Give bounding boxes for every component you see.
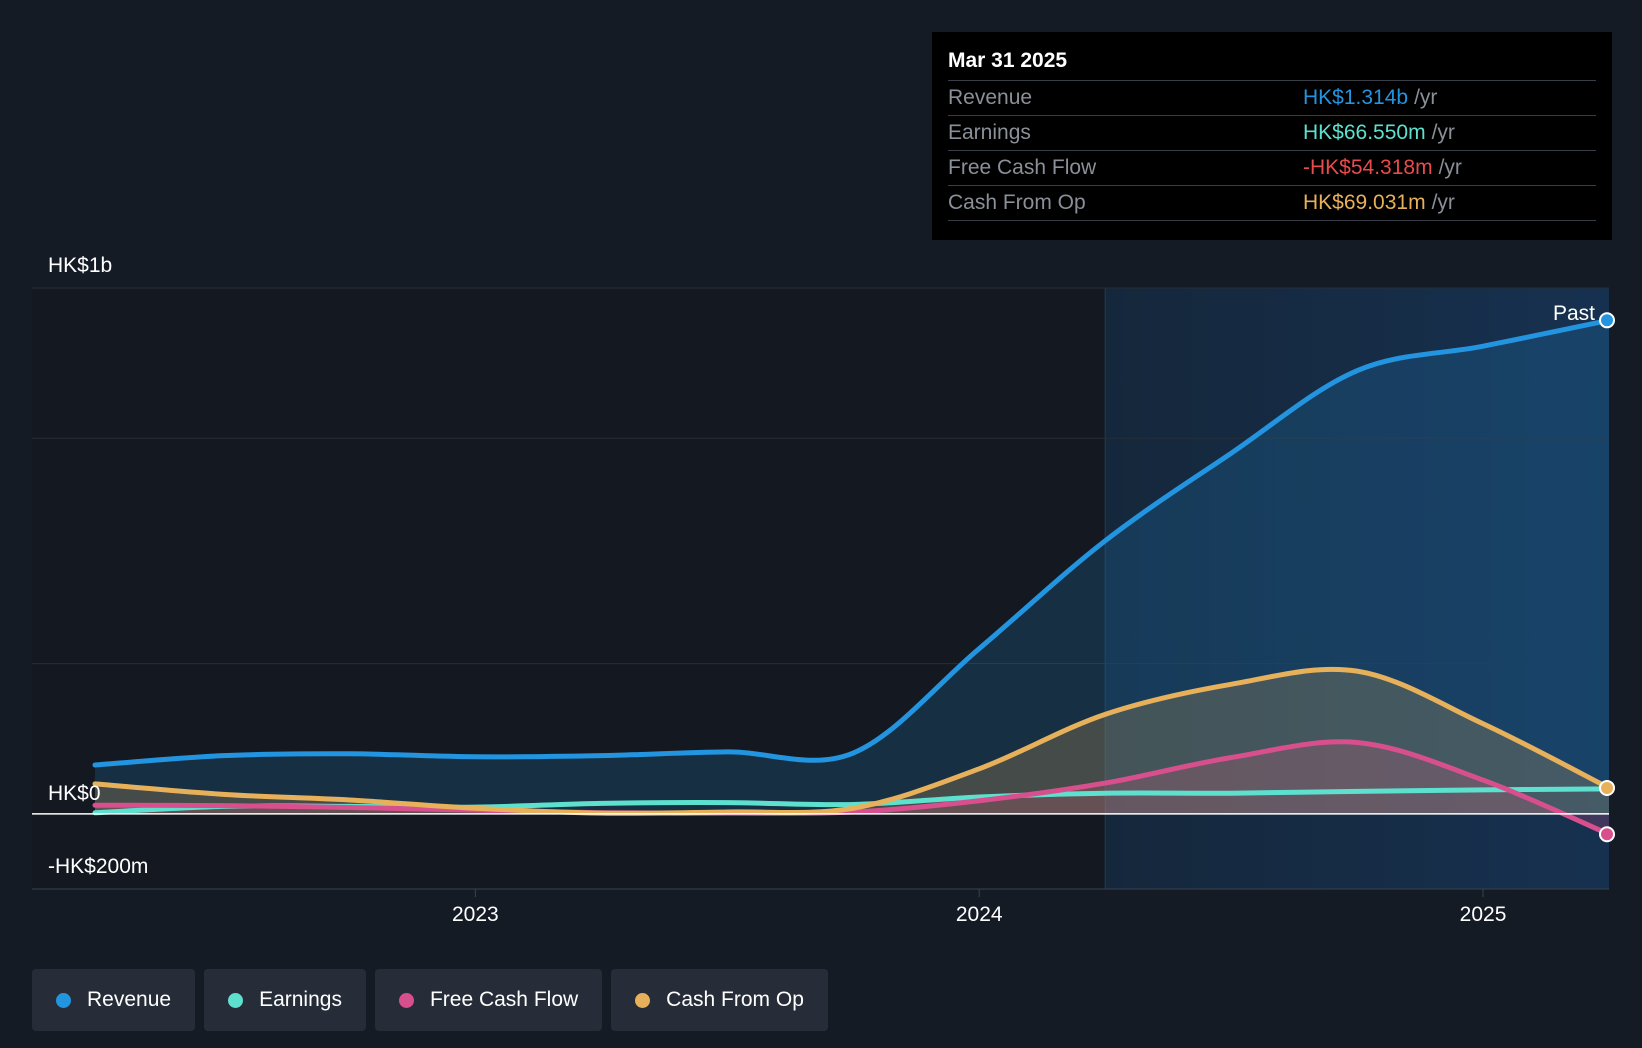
tooltip-row-free-cash-flow: Free Cash Flow -HK$54.318m /yr xyxy=(948,151,1596,186)
past-label: Past xyxy=(1553,302,1595,325)
revenue-area xyxy=(95,320,1609,814)
legend-label: Free Cash Flow xyxy=(429,988,579,1011)
gridlines xyxy=(32,287,1609,890)
tooltip-unit: /yr xyxy=(1438,156,1462,179)
legend-dot-icon xyxy=(398,992,414,1008)
x-axis: 2023 2024 2025 xyxy=(452,889,1506,926)
revenue-line xyxy=(92,317,1612,768)
free-cash-flow-line xyxy=(92,739,1612,837)
cash-from-op-line xyxy=(92,666,1612,816)
legend-item-earnings[interactable]: Earnings xyxy=(204,969,366,1031)
legend: Revenue Earnings Free Cash Flow Cash Fro… xyxy=(32,969,828,1031)
y-tick-label: HK$1b xyxy=(48,254,112,277)
tooltip-value: HK$1.314b xyxy=(1303,86,1409,109)
tooltip-row-cash-from-op: Cash From Op HK$69.031m /yr xyxy=(948,186,1596,221)
tooltip-unit: /yr xyxy=(1431,121,1455,144)
tooltip-label: Free Cash Flow xyxy=(948,156,1097,179)
cash-from-op-end-marker xyxy=(1599,779,1615,796)
tooltip-label: Revenue xyxy=(948,86,1033,109)
x-tick-label: 2024 xyxy=(956,903,1003,926)
y-tick-label: HK$0 xyxy=(48,782,101,805)
y-tick-label: -HK$200m xyxy=(48,855,148,878)
series-lines xyxy=(32,317,1612,837)
tooltip: Mar 31 2025 Revenue HK$1.314b /yr Earnin… xyxy=(932,32,1612,240)
tooltip-value: -HK$54.318m xyxy=(1303,156,1433,179)
tooltip-label: Cash From Op xyxy=(948,191,1086,214)
legend-dot-icon xyxy=(228,992,244,1008)
x-tick-label: 2025 xyxy=(1460,903,1507,926)
legend-label: Revenue xyxy=(87,988,172,1011)
legend-item-cash-from-op[interactable]: Cash From Op xyxy=(611,969,828,1031)
tooltip-label: Earnings xyxy=(948,121,1031,144)
revenue-end-marker xyxy=(1599,312,1615,329)
tooltip-value: HK$66.550m xyxy=(1303,121,1426,144)
tooltip-date: Mar 31 2025 xyxy=(948,46,1596,81)
tooltip-row-revenue: Revenue HK$1.314b /yr xyxy=(948,81,1596,116)
tooltip-row-earnings: Earnings HK$66.550m /yr xyxy=(948,116,1596,151)
tooltip-unit: /yr xyxy=(1414,86,1438,109)
free-cash-flow-end-marker xyxy=(1599,826,1615,843)
legend-label: Cash From Op xyxy=(666,988,804,1011)
legend-item-revenue[interactable]: Revenue xyxy=(32,969,196,1031)
legend-dot-icon xyxy=(635,992,651,1008)
cash-from-op-area xyxy=(95,669,1609,814)
legend-dot-icon xyxy=(56,992,71,1008)
x-tick-label: 2023 xyxy=(452,903,499,926)
legend-label: Earnings xyxy=(259,988,342,1011)
y-axis-labels: HK$1b HK$0 -HK$200m xyxy=(48,254,148,878)
tooltip-value: HK$69.031m xyxy=(1303,191,1426,214)
end-markers xyxy=(1599,312,1615,843)
tooltip-unit: /yr xyxy=(1431,191,1455,214)
legend-item-free-cash-flow[interactable]: Free Cash Flow xyxy=(374,969,603,1031)
